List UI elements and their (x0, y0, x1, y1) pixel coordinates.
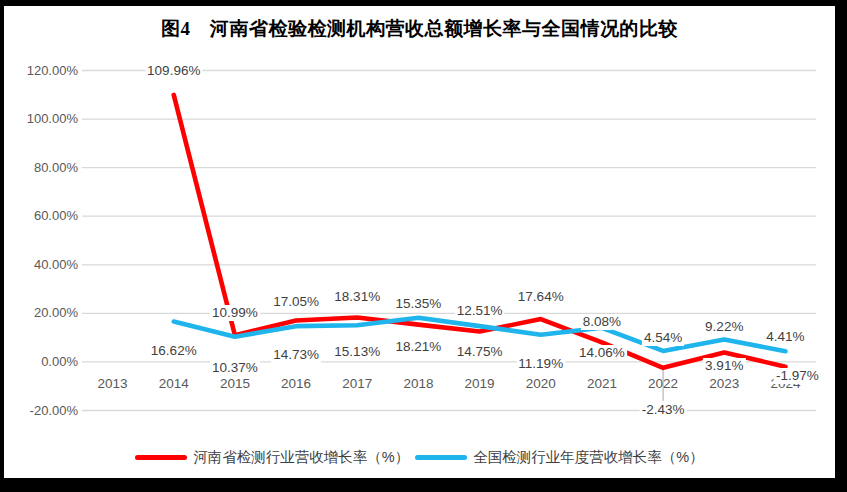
legend-label-henan: 河南省检测行业营收增长率（%） (193, 448, 409, 467)
national-series-line (174, 318, 786, 352)
legend-label-national: 全国检测行业年度营收增长率（%） (473, 448, 703, 467)
chart-legend: 河南省检测行业营收增长率（%） 全国检测行业年度营收增长率（%） (4, 447, 835, 467)
screenshot-root: { "page": { "frame_color": "#000000", "p… (0, 0, 847, 492)
chart-title: 图4 河南省检验检测机构营收总额增长率与全国情况的比较 (4, 16, 835, 42)
legend-swatch-henan-red-line (135, 455, 187, 460)
legend-swatch-national-blue-line (415, 455, 467, 460)
chart-plot-area (0, 0, 847, 492)
